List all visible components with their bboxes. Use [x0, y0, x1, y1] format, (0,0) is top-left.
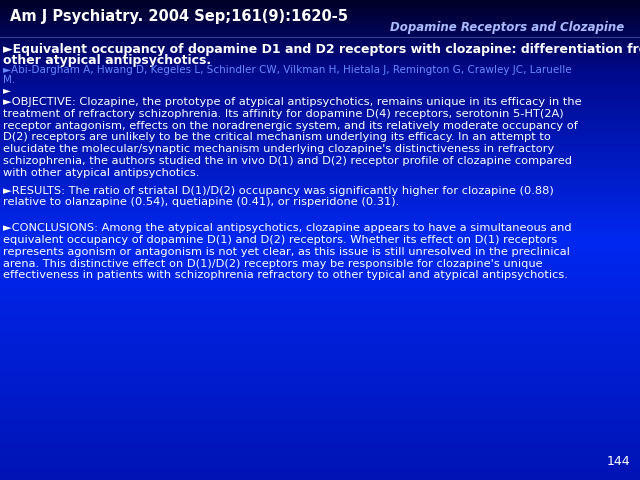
Text: Dopamine Receptors and Clozapine: Dopamine Receptors and Clozapine: [390, 22, 624, 35]
Text: other atypical antipsychotics.: other atypical antipsychotics.: [3, 54, 211, 67]
Text: effectiveness in patients with schizophrenia refractory to other typical and aty: effectiveness in patients with schizophr…: [3, 270, 568, 280]
Text: schizophrenia, the authors studied the in vivo D(1) and D(2) receptor profile of: schizophrenia, the authors studied the i…: [3, 156, 572, 166]
Text: ►Abi-Dargham A, Hwang D, Kegeles L, Schindler CW, Vilkman H, Hietala J, Remingto: ►Abi-Dargham A, Hwang D, Kegeles L, Schi…: [3, 65, 572, 75]
Text: arena. This distinctive effect on D(1)/D(2) receptors may be responsible for clo: arena. This distinctive effect on D(1)/D…: [3, 259, 543, 269]
Text: receptor antagonism, effects on the noradrenergic system, and its relatively mod: receptor antagonism, effects on the nora…: [3, 120, 578, 131]
Text: treatment of refractory schizophrenia. Its affinity for dopamine D(4) receptors,: treatment of refractory schizophrenia. I…: [3, 109, 564, 119]
Text: represents agonism or antagonism is not yet clear, as this issue is still unreso: represents agonism or antagonism is not …: [3, 247, 570, 257]
Text: Am J Psychiatry. 2004 Sep;161(9):1620-5: Am J Psychiatry. 2004 Sep;161(9):1620-5: [10, 10, 348, 24]
Text: M.: M.: [3, 75, 15, 85]
Text: D(2) receptors are unlikely to be the critical mechanism underlying its efficacy: D(2) receptors are unlikely to be the cr…: [3, 132, 551, 143]
Text: ►RESULTS: The ratio of striatal D(1)/D(2) occupancy was significantly higher for: ►RESULTS: The ratio of striatal D(1)/D(2…: [3, 186, 554, 196]
Text: equivalent occupancy of dopamine D(1) and D(2) receptors. Whether its effect on : equivalent occupancy of dopamine D(1) an…: [3, 235, 557, 245]
Text: ►CONCLUSIONS: Among the atypical antipsychotics, clozapine appears to have a sim: ►CONCLUSIONS: Among the atypical antipsy…: [3, 223, 572, 233]
Text: ►OBJECTIVE: Clozapine, the prototype of atypical antipsychotics, remains unique : ►OBJECTIVE: Clozapine, the prototype of …: [3, 97, 582, 107]
Text: ►: ►: [3, 85, 11, 95]
Text: with other atypical antipsychotics.: with other atypical antipsychotics.: [3, 168, 200, 178]
Text: elucidate the molecular/synaptic mechanism underlying clozapine's distinctivenes: elucidate the molecular/synaptic mechani…: [3, 144, 554, 154]
Text: 144: 144: [606, 455, 630, 468]
Text: relative to olanzapine (0.54), quetiapine (0.41), or risperidone (0.31).: relative to olanzapine (0.54), quetiapin…: [3, 197, 399, 207]
Text: ►Equivalent occupancy of dopamine D1 and D2 receptors with clozapine: differenti: ►Equivalent occupancy of dopamine D1 and…: [3, 43, 640, 56]
